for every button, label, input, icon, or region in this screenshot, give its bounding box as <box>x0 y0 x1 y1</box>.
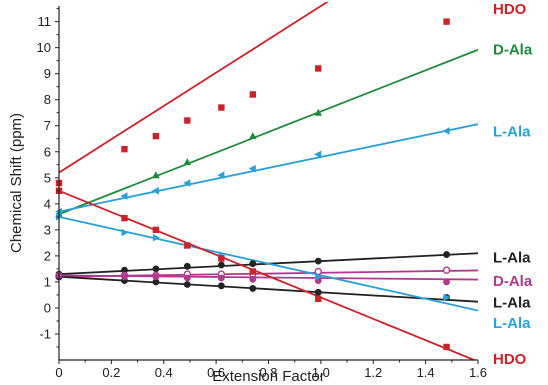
data-point <box>152 132 160 140</box>
data-point <box>442 127 450 135</box>
y-tick-label: 0 <box>44 300 51 315</box>
data-point <box>121 266 128 274</box>
data-point <box>314 150 322 159</box>
series-label: D-Ala <box>493 41 533 58</box>
data-point <box>248 164 256 173</box>
data-point <box>121 228 129 237</box>
data-point <box>152 171 160 179</box>
data-point <box>152 278 160 286</box>
x-tick-label: 1.2 <box>364 365 382 380</box>
fit-lines <box>59 2 478 360</box>
series-label: L-Ala <box>493 123 531 140</box>
data-point <box>249 275 257 283</box>
series-label: L-Ala <box>493 250 531 267</box>
data-point <box>121 214 128 222</box>
data-point <box>121 273 128 281</box>
data-markers <box>55 18 451 351</box>
data-point <box>249 260 257 268</box>
data-point <box>217 274 225 282</box>
y-tick-label: 1 <box>44 274 51 289</box>
data-point <box>442 266 451 274</box>
data-point <box>218 255 225 262</box>
data-point <box>443 293 451 302</box>
y-tick-label: 6 <box>44 144 51 159</box>
data-point <box>183 158 192 166</box>
x-tick-label: 1.4 <box>417 365 435 380</box>
data-point <box>218 104 225 111</box>
data-point <box>314 257 322 265</box>
y-tick-label: 10 <box>37 40 51 55</box>
data-point <box>120 192 128 200</box>
x-tick-label: 0.2 <box>102 365 120 380</box>
data-point <box>184 242 191 249</box>
data-point <box>443 278 450 286</box>
fit-line <box>59 274 478 281</box>
y-tick-label: -1 <box>39 326 51 341</box>
series-label: HDO <box>493 351 527 368</box>
x-tick-label: 1.0 <box>312 365 330 380</box>
data-point <box>184 117 191 124</box>
fit-line <box>59 275 478 303</box>
x-tick-label: 0.8 <box>259 365 277 380</box>
data-point <box>314 267 322 276</box>
axes <box>58 6 478 361</box>
fit-line <box>59 215 478 312</box>
data-point <box>315 65 322 72</box>
axis-ticks: 0 0.2 0.4 0.6 0.8 1.0 1.2 1.4 1.6 -1 0 1 2 3 4 5 6 7 8 9 10 1… <box>37 8 487 380</box>
series-label: L-Ala <box>493 295 531 312</box>
y-tick-label: 4 <box>44 196 51 211</box>
fit-line <box>59 123 478 213</box>
fit-line <box>59 189 477 360</box>
data-point <box>248 132 257 140</box>
data-point <box>183 281 191 288</box>
fit-line <box>59 48 478 216</box>
data-point <box>443 251 450 258</box>
data-point <box>217 282 225 290</box>
y-tick-label: 3 <box>44 222 51 237</box>
series-label: D-Ala <box>493 273 533 290</box>
y-tick-label: 11 <box>38 14 52 29</box>
data-point <box>183 274 191 282</box>
x-tick-label: 0 <box>55 365 62 380</box>
series-label: L-Ala <box>493 315 531 332</box>
y-tick-label: 8 <box>44 92 51 107</box>
data-point <box>152 233 160 242</box>
x-tick-label: 1.6 <box>469 365 487 380</box>
data-point <box>249 91 256 98</box>
data-point <box>315 272 323 281</box>
fit-line <box>59 2 329 174</box>
data-point <box>315 295 322 303</box>
data-point <box>314 108 323 116</box>
data-point <box>151 187 159 195</box>
data-point <box>217 261 225 269</box>
x-axis-title: Extension Factor <box>212 368 325 385</box>
y-axis-title: Chemical Shift (ppm) <box>8 113 25 253</box>
data-point <box>443 18 450 25</box>
series-label: HDO <box>493 1 527 18</box>
y-tick-label: 2 <box>44 248 51 263</box>
x-tick-label: 0.6 <box>207 365 225 380</box>
x-tick-label: 0.4 <box>155 365 173 380</box>
data-point <box>183 179 191 187</box>
series-labels: HDO D-Ala L-Ala L-Ala D-Ala L-Ala L-Ala HDO <box>493 1 533 368</box>
data-point <box>121 145 128 153</box>
data-point <box>152 226 160 234</box>
data-point <box>443 343 450 351</box>
data-point <box>249 285 257 292</box>
y-tick-label: 9 <box>44 66 51 81</box>
y-tick-label: 7 <box>44 118 51 133</box>
data-point <box>314 288 322 296</box>
y-tick-label: 5 <box>44 170 51 185</box>
data-point <box>217 171 225 179</box>
data-point <box>183 262 191 270</box>
data-point <box>152 265 160 273</box>
data-point <box>152 273 160 281</box>
data-point <box>249 268 256 275</box>
